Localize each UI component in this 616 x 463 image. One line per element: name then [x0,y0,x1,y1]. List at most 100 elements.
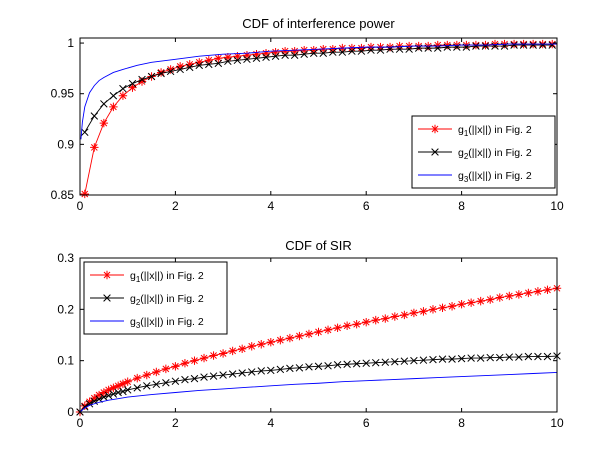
sir-chart-legend-label-main: g [130,270,136,282]
interference-chart-y-tick-label: 0.95 [51,87,75,101]
interference-chart-series-1-point [90,143,99,152]
sir-chart-series-1-point [381,314,390,323]
interference-chart-series-1-point [80,189,89,199]
interference-chart-series-1-point [357,43,366,53]
interference-chart-series-2-point [357,47,366,55]
sir-chart-series-1-point [524,288,533,298]
sir-chart-series-2-point [219,371,227,379]
interference-chart-series-1-point [204,56,213,65]
sir-chart-series-1-point [237,344,247,354]
sir-chart-x-tick-label: 2 [172,416,179,430]
sir-chart-series-2-point [534,352,542,361]
sir-chart-series-2-point [371,358,380,367]
interference-chart-legend-item-1: g1(||x||) in Fig. 2 [418,124,532,138]
sir-chart-series-1-point [99,388,109,397]
sir-chart-series-1-point [104,385,113,395]
interference-chart-y-tick-label: 1 [67,36,74,50]
sir-chart-series-2-point [515,353,523,361]
sir-chart-series-2-point [505,353,514,361]
interference-chart-legend-label-main: g [458,170,464,182]
sir-chart-series-2-point [543,352,552,361]
interference-chart-legend-label-main: g [458,147,464,159]
interference-chart-series-2-line [84,44,553,133]
sir-chart-series-2-point [486,353,494,362]
interference-chart-series-2-point [90,112,99,120]
interference-chart-legend-marker [430,124,440,134]
interference-chart-series-1-point [252,50,261,59]
sir-chart-series-1-point [295,331,304,341]
sir-chart-series-3-line [79,372,558,413]
sir-chart-series-1-point [486,295,495,304]
interference-chart-y-tick-label: 0.85 [51,188,75,202]
interference-chart-series-2-point [109,91,118,100]
interference-chart-series-2-point [176,65,184,74]
sir-chart-legend-label-main: g [130,316,136,328]
interference-chart-series-1-point [490,39,500,49]
sir-chart-x-tick-label: 10 [550,416,564,430]
sir-chart-x-tick-label: 6 [363,416,370,430]
interference-chart-series-2-point [367,46,375,54]
sir-chart-legend-label-main: g [130,293,136,305]
interference-chart-series-1-point [290,46,299,56]
sir-chart-legend-label-rest: (||x||) in Fig. 2 [140,270,204,282]
interference-chart-series-1-point [261,48,271,58]
interference-chart-legend-label-sub: 2 [464,152,469,161]
interference-chart-series-2-point [157,69,165,78]
sir-chart-series-1-point [80,401,89,411]
sir-chart-series-2-point [119,387,127,396]
interference-chart-series-2-point [519,41,528,49]
interference-chart-legend: g1(||x||) in Fig. 2g2(||x||) in Fig. 2g3… [411,115,556,189]
interference-chart-series-2-point [348,47,356,55]
sir-chart-series-2-point [429,355,437,364]
interference-chart-series-2-point [100,100,108,108]
sir-chart-series-1-point [371,315,380,325]
interference-chart: CDF of interference power 0 2 4 6 8 10 0.85 0.9 0… [51,16,564,213]
sir-chart-series-2-point [400,357,409,365]
interference-chart-x-tick-label: 10 [550,199,564,213]
sir-chart-series-2-point [162,378,170,387]
sir-chart-series-1-point [266,337,275,347]
sir-chart-series-1-point [457,300,466,309]
sir-chart-series-2-point [267,366,275,375]
interference-chart-legend-label-rest: (||x||) in Fig. 2 [468,124,532,136]
interference-chart-series-1-point [175,62,185,71]
sir-chart-series-2-point [100,393,108,401]
interference-chart-series-2-point [329,48,337,56]
sir-chart-series-1-point [90,393,99,403]
sir-chart-legend-marker [102,270,112,280]
interference-chart-series-2-point [166,67,175,76]
sir-chart-series-2-point [200,373,208,381]
interference-chart-series-2-point [271,52,280,60]
sir-chart-series-1-point [199,353,209,363]
interference-chart-series-2-point [147,72,156,81]
sir-chart-series-1-point [228,346,237,356]
sir-chart-y-tick-label: 0 [67,405,74,419]
sir-chart-series-2-point [391,357,399,366]
interference-chart-legend-label-sub: 1 [464,129,469,138]
sir-chart-series-1-point [180,359,190,368]
sir-chart-series-1-point [352,320,361,329]
sir-chart-series-2-point [104,391,113,400]
sir-chart-series-2-point [286,364,294,373]
sir-chart-series-2-point [496,353,504,362]
sir-chart-series-2-point [171,377,180,385]
interference-chart-x-tick-label: 6 [363,199,370,213]
sir-chart-series-2-point [228,370,237,378]
sir-chart-series-1-point [142,370,151,380]
interference-chart-series-1-point [156,68,166,77]
sir-chart-y-tick-label: 0.2 [57,302,74,316]
interference-chart-series-1-point [280,46,290,56]
sir-chart-series-1-point [400,310,409,320]
sir-chart-series-1-point [161,364,171,374]
sir-chart-series-1-point [533,287,543,296]
sir-chart-series-1-point [257,340,266,349]
interference-chart-legend-label-rest: (||x||) in Fig. 2 [468,170,532,182]
interference-chart-series-1-point [195,58,204,67]
sir-chart-legend-item-2: g2(||x||) in Fig. 2 [90,293,204,307]
sir-chart-series-1-point [118,379,128,388]
sir-chart-series-2-point [109,390,118,398]
interference-chart-x-tick-label: 4 [267,199,274,213]
interference-chart-series-1-point [433,40,442,50]
interference-chart-series-2-point [538,41,547,49]
